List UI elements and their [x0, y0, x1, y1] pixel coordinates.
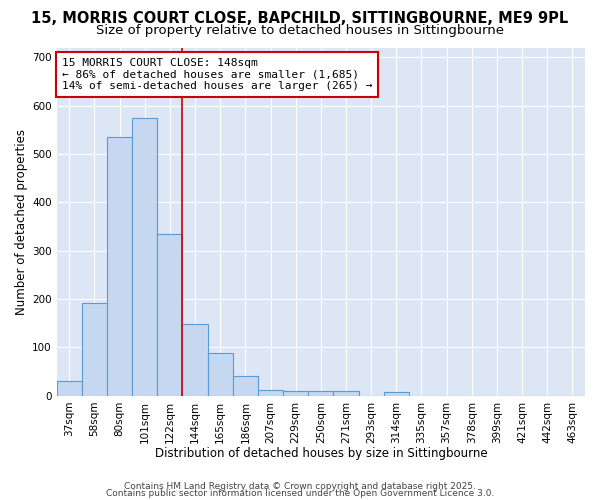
Bar	[258, 390, 283, 396]
Bar	[82, 303, 107, 396]
Bar	[233, 376, 258, 396]
Text: Contains public sector information licensed under the Open Government Licence 3.: Contains public sector information licen…	[106, 490, 494, 498]
Text: Contains HM Land Registry data © Crown copyright and database right 2025.: Contains HM Land Registry data © Crown c…	[124, 482, 476, 491]
Bar	[157, 234, 182, 396]
Bar	[208, 354, 233, 396]
Bar	[107, 137, 132, 396]
Bar	[283, 392, 308, 396]
Bar	[56, 382, 82, 396]
Bar	[308, 392, 334, 396]
Bar	[182, 324, 208, 396]
Text: 15, MORRIS COURT CLOSE, BAPCHILD, SITTINGBOURNE, ME9 9PL: 15, MORRIS COURT CLOSE, BAPCHILD, SITTIN…	[31, 11, 569, 26]
Text: 15 MORRIS COURT CLOSE: 148sqm
← 86% of detached houses are smaller (1,685)
14% o: 15 MORRIS COURT CLOSE: 148sqm ← 86% of d…	[62, 58, 373, 91]
Bar	[334, 392, 359, 396]
X-axis label: Distribution of detached houses by size in Sittingbourne: Distribution of detached houses by size …	[155, 447, 487, 460]
Y-axis label: Number of detached properties: Number of detached properties	[15, 128, 28, 314]
Text: Size of property relative to detached houses in Sittingbourne: Size of property relative to detached ho…	[96, 24, 504, 37]
Bar	[384, 392, 409, 396]
Bar	[132, 118, 157, 396]
